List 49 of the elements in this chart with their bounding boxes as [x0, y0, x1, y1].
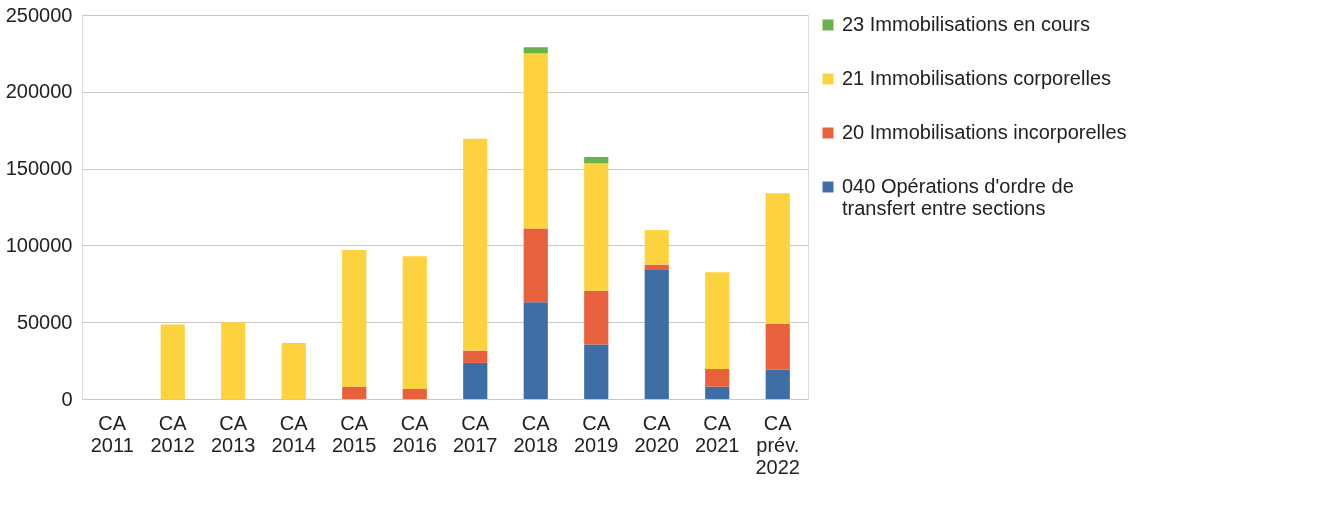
x-tick-label: CA 2017 — [453, 411, 498, 456]
x-tick-label: CA 2011 — [90, 411, 134, 456]
bar — [281, 342, 306, 399]
x-tick-label: CA 2013 — [211, 411, 256, 456]
bar — [160, 324, 185, 399]
x-tick-label: CA prév. 2022 — [755, 411, 800, 478]
bar — [342, 250, 367, 387]
x-tick-label: CA 2014 — [271, 411, 316, 456]
bar — [584, 290, 609, 345]
bar — [342, 386, 367, 399]
legend-label: 040 Opérations d'ordre de transfert entre sections — [842, 175, 1074, 219]
bar — [523, 53, 548, 229]
bar — [705, 386, 730, 399]
bar — [705, 272, 730, 370]
bar — [584, 163, 609, 291]
bar — [765, 193, 790, 324]
bar — [221, 322, 246, 399]
y-tick-label: 150000 — [5, 157, 73, 180]
legend-label: 21 Immobilisations corporelles — [842, 67, 1112, 89]
y-tick-label: 50000 — [16, 310, 73, 333]
x-tick-label: CA 2015 — [332, 411, 377, 456]
bar — [523, 228, 548, 303]
bar — [402, 256, 427, 390]
y-tick-label: 200000 — [5, 80, 73, 103]
y-tick-label: 250000 — [5, 3, 73, 26]
x-tick-label: CA 2012 — [150, 411, 195, 456]
bar — [402, 389, 427, 399]
bar — [523, 302, 548, 399]
bar — [463, 138, 488, 351]
bar — [584, 157, 609, 164]
legend-label: 23 Immobilisations en cours — [842, 13, 1090, 35]
bar — [644, 230, 669, 265]
legend-label: 20 Immobilisations incorporelles — [842, 121, 1127, 143]
bar — [584, 344, 609, 399]
y-tick-label: 100000 — [5, 233, 73, 256]
bar — [644, 269, 669, 399]
bar — [765, 369, 790, 399]
y-tick-label: 0 — [61, 387, 73, 410]
bar — [463, 350, 488, 363]
bar — [705, 369, 730, 387]
bar — [463, 362, 488, 399]
bar — [765, 323, 790, 370]
x-tick-label: CA 2018 — [513, 411, 558, 456]
bar — [523, 47, 548, 54]
x-tick-label: CA 2020 — [634, 411, 679, 456]
x-tick-label: CA 2019 — [574, 411, 619, 456]
bar — [644, 264, 669, 270]
x-tick-label: CA 2021 — [695, 411, 740, 456]
x-tick-label: CA 2016 — [392, 411, 437, 456]
